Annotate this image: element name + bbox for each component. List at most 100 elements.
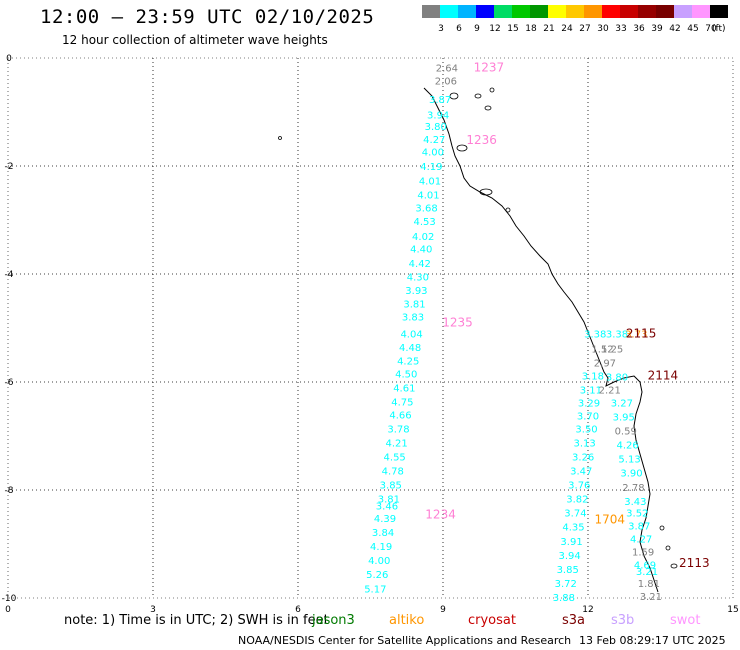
wave-height-value: 3.50: [575, 424, 597, 435]
wave-height-value: 3.29: [578, 399, 600, 410]
wave-height-value: 3.81: [403, 300, 425, 311]
x-tick-label: 3: [150, 605, 156, 615]
wave-height-value: 3.83: [402, 313, 424, 324]
wave-height-value: 5.17: [364, 584, 386, 595]
legend-swatch: [548, 5, 566, 18]
x-tick-label: 15: [727, 605, 738, 615]
legend-label: 27: [579, 24, 591, 34]
pass-time-label: 2114: [648, 369, 679, 383]
legend-label: 15: [507, 24, 519, 34]
satellite-jason3: jason3: [312, 613, 355, 628]
island-outline: [449, 92, 459, 100]
wave-height-value: 0.59: [615, 427, 637, 438]
wave-height-value: 3.43: [624, 497, 646, 508]
x-tick-label: 0: [5, 605, 11, 615]
wave-height-value: 4.25: [397, 356, 419, 367]
wave-height-value: 3.46: [376, 502, 398, 513]
wave-height-value: 4.39: [374, 514, 396, 525]
wave-height-value: 4.01: [417, 191, 439, 202]
legend-unit: (ft): [712, 24, 726, 34]
island-outline: [479, 188, 493, 196]
wave-height-value: 4.50: [395, 369, 417, 380]
coastline: [278, 87, 678, 593]
island-outline: [670, 563, 678, 569]
wave-height-value: 3.88: [553, 593, 575, 604]
pass-time-label: 1237: [474, 61, 505, 75]
wave-height-value: 5.13: [618, 455, 640, 466]
legend-swatch: [692, 5, 710, 18]
wave-height-value: 3.18: [582, 372, 604, 383]
wave-height-value: 4.55: [384, 453, 406, 464]
wave-height-value: 3.80: [606, 373, 628, 384]
wave-height-value: 4.66: [389, 410, 411, 421]
wave-height-value: 3.11: [580, 386, 602, 397]
pass-time-label: 1235: [442, 316, 473, 330]
legend-swatch: [530, 5, 548, 18]
wave-height-value: 4.61: [393, 383, 415, 394]
legend-label: 33: [615, 24, 627, 34]
wave-height-value: 3.78: [387, 424, 409, 435]
wave-height-value: 4.00: [368, 556, 390, 567]
legend-swatch: [602, 5, 620, 18]
wave-height-value: 2.78: [622, 483, 644, 494]
pass-time-label: 1236: [466, 133, 497, 147]
wave-height-value: 4.53: [414, 217, 436, 228]
wave-height-value: 3.73: [625, 329, 647, 340]
wave-height-value: 4.01: [419, 177, 441, 188]
island-outline: [659, 525, 665, 531]
legend-label: 9: [474, 24, 480, 34]
wave-height-value: 3.91: [560, 537, 582, 548]
wave-height-labels: 2.642.063.873.943.804.274.004.194.014.01…: [364, 61, 709, 604]
pass-time-label: 2113: [679, 556, 710, 570]
wave-height-value: 4.30: [407, 273, 429, 284]
wave-height-value: 3.93: [405, 286, 427, 297]
footnote: note: 1) Time is in UTC; 2) SWH is in fe…: [64, 613, 329, 628]
island-outline: [505, 207, 511, 213]
wave-height-value: 3.52: [626, 509, 648, 520]
legend-swatch: [512, 5, 530, 18]
legend-swatch: [710, 5, 728, 18]
island-outline: [665, 545, 671, 551]
wave-height-value: 3.81: [378, 495, 400, 506]
wave-height-value: 1.25: [601, 345, 623, 356]
y-tick-label: -4: [5, 270, 14, 280]
wave-height-value: 4.19: [420, 162, 442, 173]
wave-height-value: 3.68: [415, 204, 437, 215]
wave-height-value: 3.13: [573, 438, 595, 449]
pass-time-label: 1234: [425, 507, 456, 521]
wave-height-value: 4.00: [422, 147, 444, 158]
legend-swatch: [656, 5, 674, 18]
wave-height-value: 2.64: [436, 64, 458, 75]
wave-height-value: 3.90: [620, 469, 642, 480]
wave-height-value: 5.26: [366, 570, 388, 581]
satellite-altiko: altiko: [389, 613, 425, 628]
wave-height-value: 4.48: [399, 343, 421, 354]
wave-height-value: 4.35: [562, 523, 584, 534]
legend-swatch: [458, 5, 476, 18]
wave-height-value: 4.40: [410, 245, 432, 256]
x-tick-label: 12: [582, 605, 593, 615]
map-frame: [7, 57, 734, 599]
wave-height-value: 4.04: [400, 329, 422, 340]
legend-swatch: [422, 5, 440, 18]
wave-height-value: 3.94: [427, 111, 449, 122]
wave-height-value: 3.82: [566, 495, 588, 506]
legend-label: 45: [687, 24, 699, 34]
wave-height-value: 4.69: [634, 561, 656, 572]
legend-label: 21: [543, 24, 555, 34]
wave-height-value: 2.97: [594, 359, 616, 370]
wave-height-value: 4.75: [391, 397, 413, 408]
legend-label: 12: [489, 24, 501, 34]
satellite-s3a: s3a: [562, 613, 586, 628]
legend-label: 70: [705, 24, 717, 34]
wave-height-value: 3.38: [606, 329, 628, 340]
y-tick-label: -10: [2, 594, 17, 604]
legend-swatch: [620, 5, 638, 18]
pass-time-label: 1704: [594, 513, 625, 527]
y-tick-label: -6: [5, 378, 14, 388]
legend-label: 3: [438, 24, 444, 34]
y-tick-label: -2: [5, 162, 14, 172]
wave-height-value: 3.94: [559, 551, 581, 562]
wave-height-value: 3.95: [613, 413, 635, 424]
